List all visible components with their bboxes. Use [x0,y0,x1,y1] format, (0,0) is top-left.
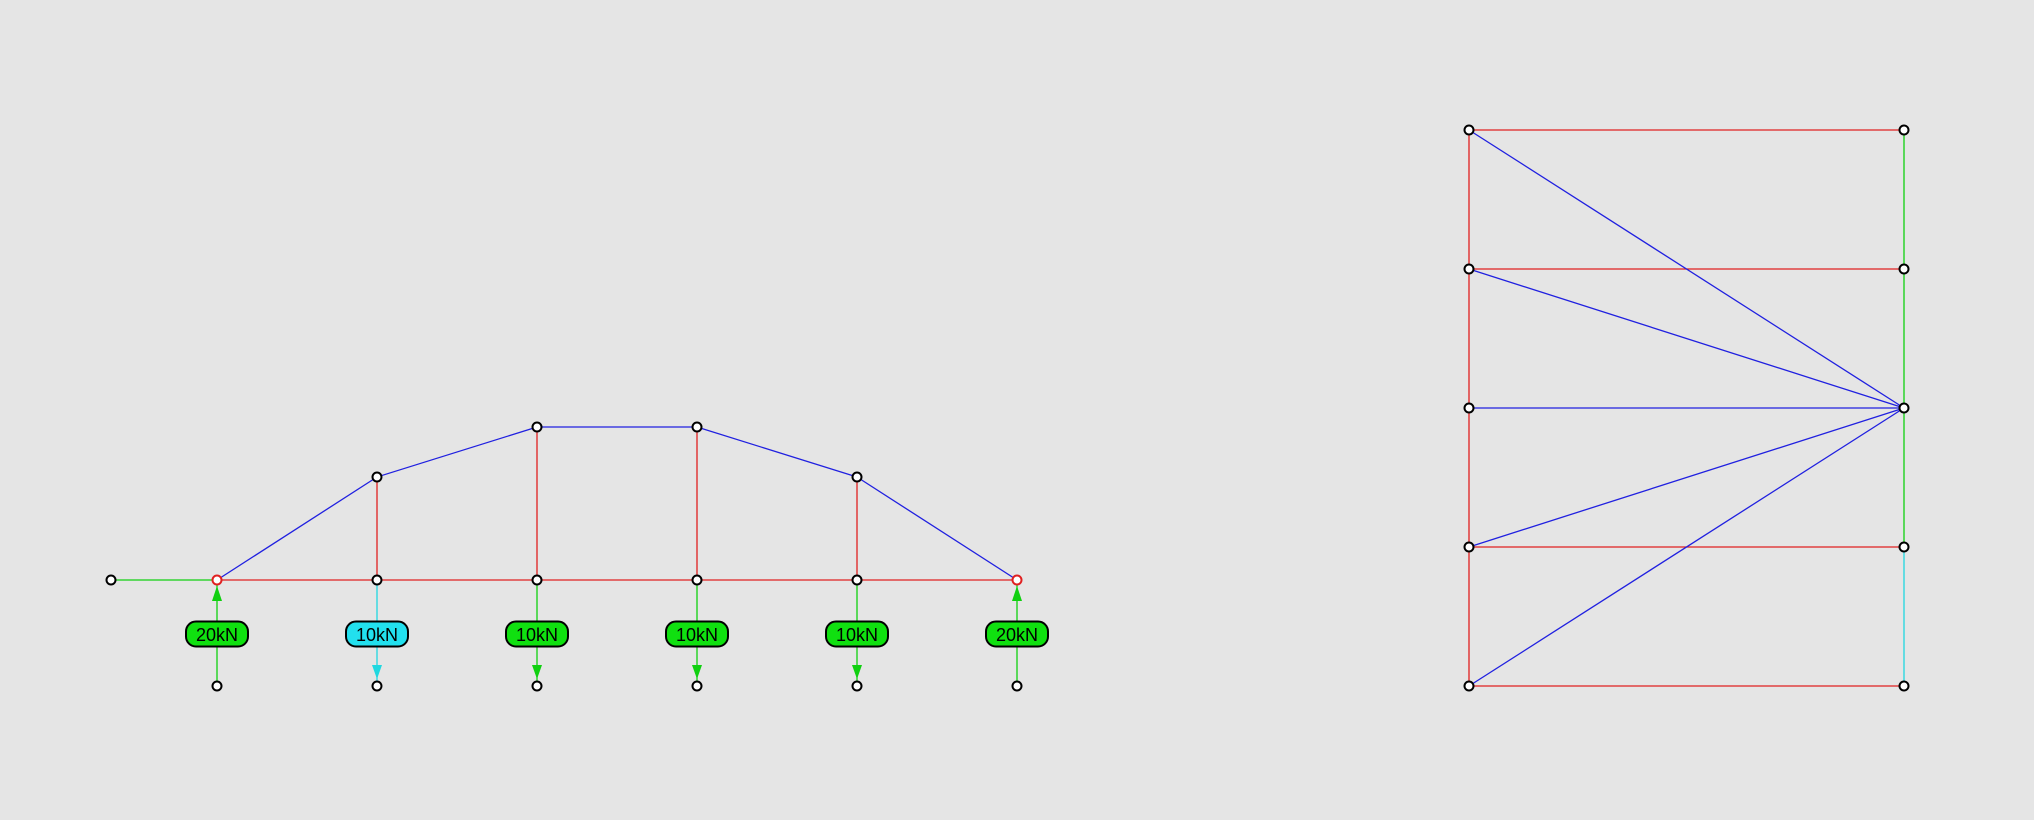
load-label-box[interactable] [185,620,249,648]
top-chord-member[interactable] [856,476,1018,581]
force-node-right[interactable] [1898,263,1910,275]
load-label-text: 20kN [196,625,238,645]
load-label-box[interactable] [825,620,889,648]
truss-nodes [105,421,1023,692]
support-node[interactable] [1011,574,1023,586]
load-labels: 20kN 10kN 10kN 10kN 10kN 20kN [185,620,1049,648]
arrow-down-icon [692,665,702,679]
arrow-down-icon [372,665,382,679]
load-label-text: 10kN [676,625,718,645]
load-label-box[interactable] [665,620,729,648]
load-label-text: 20kN [996,625,1038,645]
force-node-left[interactable] [1463,124,1475,136]
force-node-right[interactable] [1898,680,1910,692]
joint-node[interactable] [691,421,703,433]
joint-node[interactable] [531,574,543,586]
force-node-left[interactable] [1463,402,1475,414]
joint-node[interactable] [691,574,703,586]
force-diagram-nodes [1463,124,1910,692]
force-diagram [1468,129,1905,687]
joint-node[interactable] [851,471,863,483]
force-node-left[interactable] [1463,541,1475,553]
force-node-right[interactable] [1898,541,1910,553]
load-end-node[interactable] [691,680,703,692]
force-pole-node[interactable] [1898,402,1910,414]
truss-members [216,426,1018,581]
joint-node[interactable] [851,574,863,586]
support-node[interactable] [211,574,223,586]
joint-node[interactable] [371,574,383,586]
top-chord-member[interactable] [376,426,538,478]
load-label-box[interactable] [985,620,1049,648]
load-label-box[interactable] [345,620,409,648]
load-end-node[interactable] [851,680,863,692]
force-node-left[interactable] [1463,680,1475,692]
force-fan-ray[interactable] [1468,268,1905,409]
load-label-text: 10kN [836,625,878,645]
load-end-node[interactable] [211,680,223,692]
arrow-up-icon [212,586,222,601]
load-end-node[interactable] [531,680,543,692]
load-label-text: 10kN [516,625,558,645]
load-end-node[interactable] [1011,680,1023,692]
load-end-node[interactable] [371,680,383,692]
load-label-text: 10kN [356,625,398,645]
arrow-down-icon [532,665,542,679]
force-fan-ray[interactable] [1468,129,1905,409]
force-node-left[interactable] [1463,263,1475,275]
force-node-right[interactable] [1898,124,1910,136]
joint-node[interactable] [371,471,383,483]
top-chord-member[interactable] [216,476,378,581]
load-label-box[interactable] [505,620,569,648]
force-fan-ray[interactable] [1468,407,1905,687]
top-chord-member[interactable] [696,426,858,478]
arrow-up-icon [1012,586,1022,601]
free-node[interactable] [105,574,117,586]
arrow-down-icon [852,665,862,679]
joint-node[interactable] [531,421,543,433]
force-fan-ray[interactable] [1468,407,1905,548]
